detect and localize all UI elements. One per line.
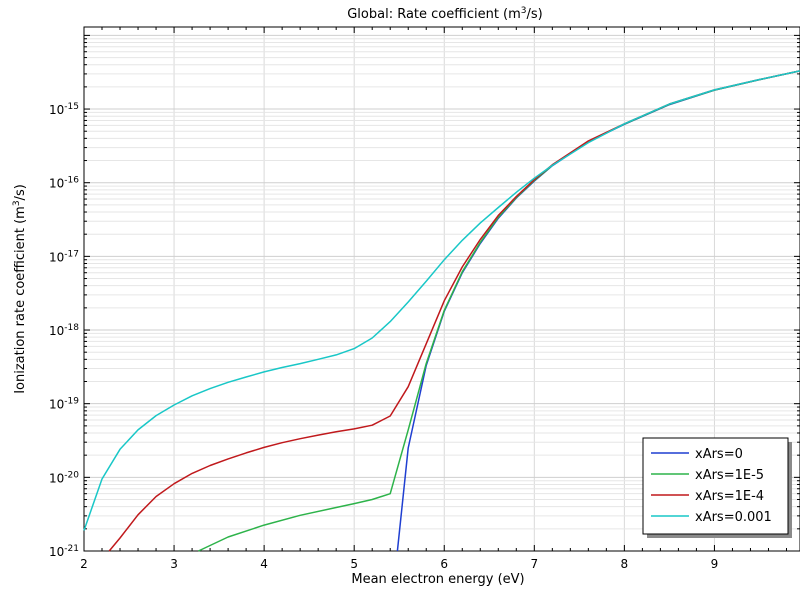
x-tick-label: 2 [80,557,88,571]
x-tick-label: 6 [440,557,448,571]
series-line-3 [83,70,800,531]
y-tick-label: 10-16 [49,176,79,191]
series-line-2 [108,70,800,552]
y-tick-label: 10-15 [49,102,79,117]
axis-ticks [83,27,800,552]
x-tick-label: 7 [530,557,538,571]
x-tick-label: 8 [621,557,629,571]
y-axis-label: Ionization rate coefficient (m3/s) [12,184,28,394]
y-tick-label: 10-17 [49,249,79,264]
legend: xArs=0 xArs=1E-5 xArs=1E-4 xArs=0.001 [642,437,792,538]
x-tick-label: 9 [711,557,719,571]
y-tick-label: 10-19 [49,397,79,412]
legend-label-1: xArs=1E-5 [695,468,764,483]
chart-title: Global: Rate coefficient (m3/s) [347,6,543,22]
data-series [83,70,800,552]
legend-label-0: xArs=0 [695,447,743,462]
legend-box [642,437,789,535]
x-tick-label: 3 [170,557,178,571]
x-tick-label: 5 [350,557,358,571]
y-axis-tick-labels: 10-21 10-20 10-19 10-18 10-17 10-16 10-15 [49,102,79,559]
y-tick-label: 10-20 [49,470,79,485]
x-tick-label: 4 [260,557,268,571]
y-tick-label: 10-21 [49,544,79,559]
legend-label-2: xArs=1E-4 [695,489,764,504]
x-axis-tick-labels: 2 3 4 5 6 7 8 9 [80,557,718,571]
plot-area-frame [83,26,800,552]
y-tick-label: 10-18 [49,323,79,338]
legend-label-3: xArs=0.001 [695,510,772,525]
x-axis-label: Mean electron energy (eV) [351,572,524,587]
